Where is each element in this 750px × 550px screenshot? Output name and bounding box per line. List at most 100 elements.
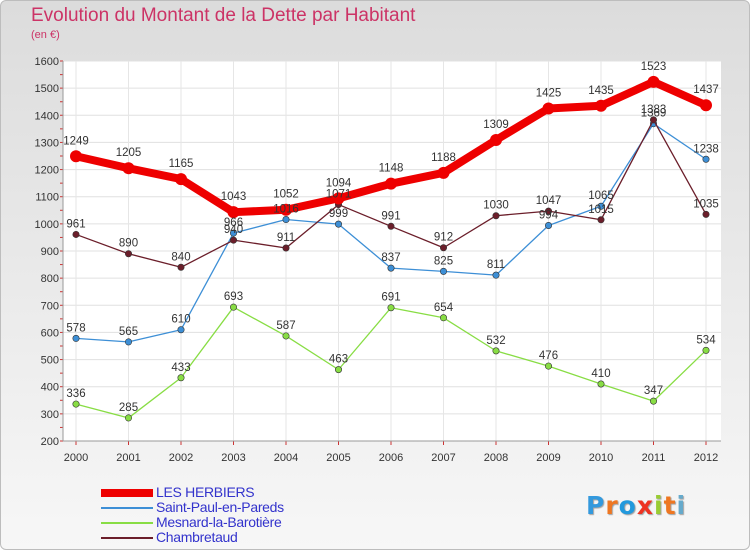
legend-swatch-saint-paul-en-pareds: [101, 507, 153, 509]
data-point-les-herbiers: [280, 203, 292, 216]
data-label-saint-paul-en-pareds: 994: [539, 209, 559, 221]
data-label-les-herbiers: 1437: [693, 84, 719, 96]
y-tick-label: 700: [41, 300, 59, 312]
data-label-les-herbiers: 1205: [116, 147, 142, 159]
data-point-chambretaud: [492, 212, 500, 220]
legend-label-mesnard-la-barotiere: Mesnard-la-Barotière: [156, 514, 282, 530]
data-point-saint-paul-en-pareds: [387, 264, 395, 272]
data-label-mesnard-la-barotiere: 336: [66, 388, 85, 400]
data-point-mesnard-la-barotiere: [544, 362, 552, 370]
data-point-les-herbiers: [175, 173, 187, 186]
data-label-saint-paul-en-pareds: 565: [119, 326, 138, 338]
data-point-chambretaud: [282, 244, 290, 252]
data-label-chambretaud: 1030: [483, 200, 509, 212]
data-label-saint-paul-en-pareds: 966: [224, 217, 243, 229]
data-label-chambretaud: 890: [119, 238, 138, 250]
data-label-saint-paul-en-pareds: 610: [171, 314, 190, 326]
data-label-saint-paul-en-pareds: 1065: [588, 190, 614, 202]
data-point-saint-paul-en-pareds: [492, 271, 500, 279]
data-label-saint-paul-en-pareds: 811: [487, 259, 505, 271]
data-point-les-herbiers: [542, 102, 555, 115]
data-label-mesnard-la-barotiere: 285: [119, 402, 138, 414]
data-point-saint-paul-en-pareds: [544, 221, 552, 229]
data-point-saint-paul-en-pareds: [334, 220, 342, 228]
data-point-les-herbiers: [490, 133, 502, 146]
data-point-les-herbiers: [700, 99, 712, 112]
data-label-saint-paul-en-pareds: 1369: [641, 108, 667, 120]
data-point-mesnard-la-barotiere: [282, 332, 290, 340]
y-tick-label: 900: [41, 246, 59, 258]
logo-letter: x: [636, 491, 654, 520]
x-tick-label: 2012: [694, 452, 718, 464]
y-tick-label: 1600: [35, 56, 59, 68]
legend-label-chambretaud: Chambretaud: [156, 529, 238, 545]
data-label-mesnard-la-barotiere: 654: [434, 302, 454, 314]
data-point-mesnard-la-barotiere: [597, 380, 605, 388]
data-point-saint-paul-en-pareds: [282, 216, 290, 224]
x-tick-label: 2010: [589, 452, 613, 464]
proxiti-logo: Proxiti: [586, 491, 686, 520]
y-tick-label: 1000: [35, 219, 59, 231]
chart-title: Evolution du Montant de la Dette par Hab…: [31, 5, 416, 26]
data-point-les-herbiers: [595, 99, 607, 112]
logo-letter: i: [676, 491, 687, 520]
x-tick-label: 2000: [64, 452, 88, 464]
y-tick-label: 500: [41, 355, 59, 367]
data-label-les-herbiers: 1425: [536, 88, 562, 100]
data-point-mesnard-la-barotiere: [439, 314, 447, 322]
x-tick-label: 2006: [379, 452, 403, 464]
data-point-mesnard-la-barotiere: [649, 397, 657, 405]
legend-swatch-mesnard-la-barotiere: [101, 522, 153, 524]
x-tick-label: 2011: [642, 452, 666, 464]
y-tick-label: 800: [41, 273, 59, 285]
data-label-saint-paul-en-pareds: 837: [381, 252, 400, 264]
data-label-les-herbiers: 1148: [379, 163, 404, 175]
y-tick-label: 1200: [35, 165, 59, 177]
legend-swatch-chambretaud: [101, 537, 153, 539]
data-label-les-herbiers: 1188: [431, 152, 456, 164]
x-tick-label: 2009: [536, 452, 560, 464]
logo-letter: P: [586, 491, 606, 520]
data-point-chambretaud: [597, 216, 605, 224]
x-tick-label: 2002: [169, 452, 193, 464]
data-point-les-herbiers: [437, 166, 450, 179]
data-label-chambretaud: 1035: [693, 198, 719, 210]
legend-label-les-herbiers: LES HERBIERS: [156, 484, 255, 500]
data-label-mesnard-la-barotiere: 534: [696, 334, 716, 346]
data-point-saint-paul-en-pareds: [439, 267, 447, 275]
data-point-chambretaud: [125, 250, 133, 258]
data-point-mesnard-la-barotiere: [72, 400, 80, 408]
data-point-saint-paul-en-pareds: [177, 326, 185, 334]
data-point-mesnard-la-barotiere: [177, 374, 185, 382]
data-point-saint-paul-en-pareds: [597, 202, 605, 210]
data-point-les-herbiers: [70, 150, 82, 163]
y-tick-label: 200: [41, 436, 59, 448]
data-point-chambretaud: [387, 222, 395, 230]
data-label-chambretaud: 1383: [641, 104, 667, 116]
data-label-les-herbiers: 1523: [641, 61, 667, 73]
data-point-saint-paul-en-pareds: [72, 334, 80, 342]
data-point-chambretaud: [177, 263, 185, 271]
data-point-chambretaud: [230, 236, 238, 244]
data-point-mesnard-la-barotiere: [492, 347, 500, 355]
data-label-mesnard-la-barotiere: 532: [486, 335, 505, 347]
x-tick-label: 2005: [326, 452, 350, 464]
data-label-les-herbiers: 1309: [483, 119, 509, 131]
data-label-les-herbiers: 1043: [221, 191, 247, 203]
data-point-saint-paul-en-pareds: [702, 155, 710, 163]
data-point-saint-paul-en-pareds: [230, 229, 238, 237]
data-point-les-herbiers: [122, 162, 135, 175]
data-label-chambretaud: 1071: [326, 189, 352, 201]
data-label-saint-paul-en-pareds: 1238: [693, 143, 719, 155]
data-label-mesnard-la-barotiere: 476: [539, 350, 558, 362]
data-label-les-herbiers: 1165: [169, 158, 194, 170]
y-tick-label: 1400: [35, 110, 59, 122]
data-label-mesnard-la-barotiere: 433: [171, 362, 190, 374]
x-tick-label: 2008: [484, 452, 508, 464]
data-label-chambretaud: 912: [434, 232, 453, 244]
data-label-les-herbiers: 1094: [326, 177, 352, 189]
data-point-chambretaud: [72, 230, 80, 238]
logo-letter: r: [605, 491, 619, 520]
